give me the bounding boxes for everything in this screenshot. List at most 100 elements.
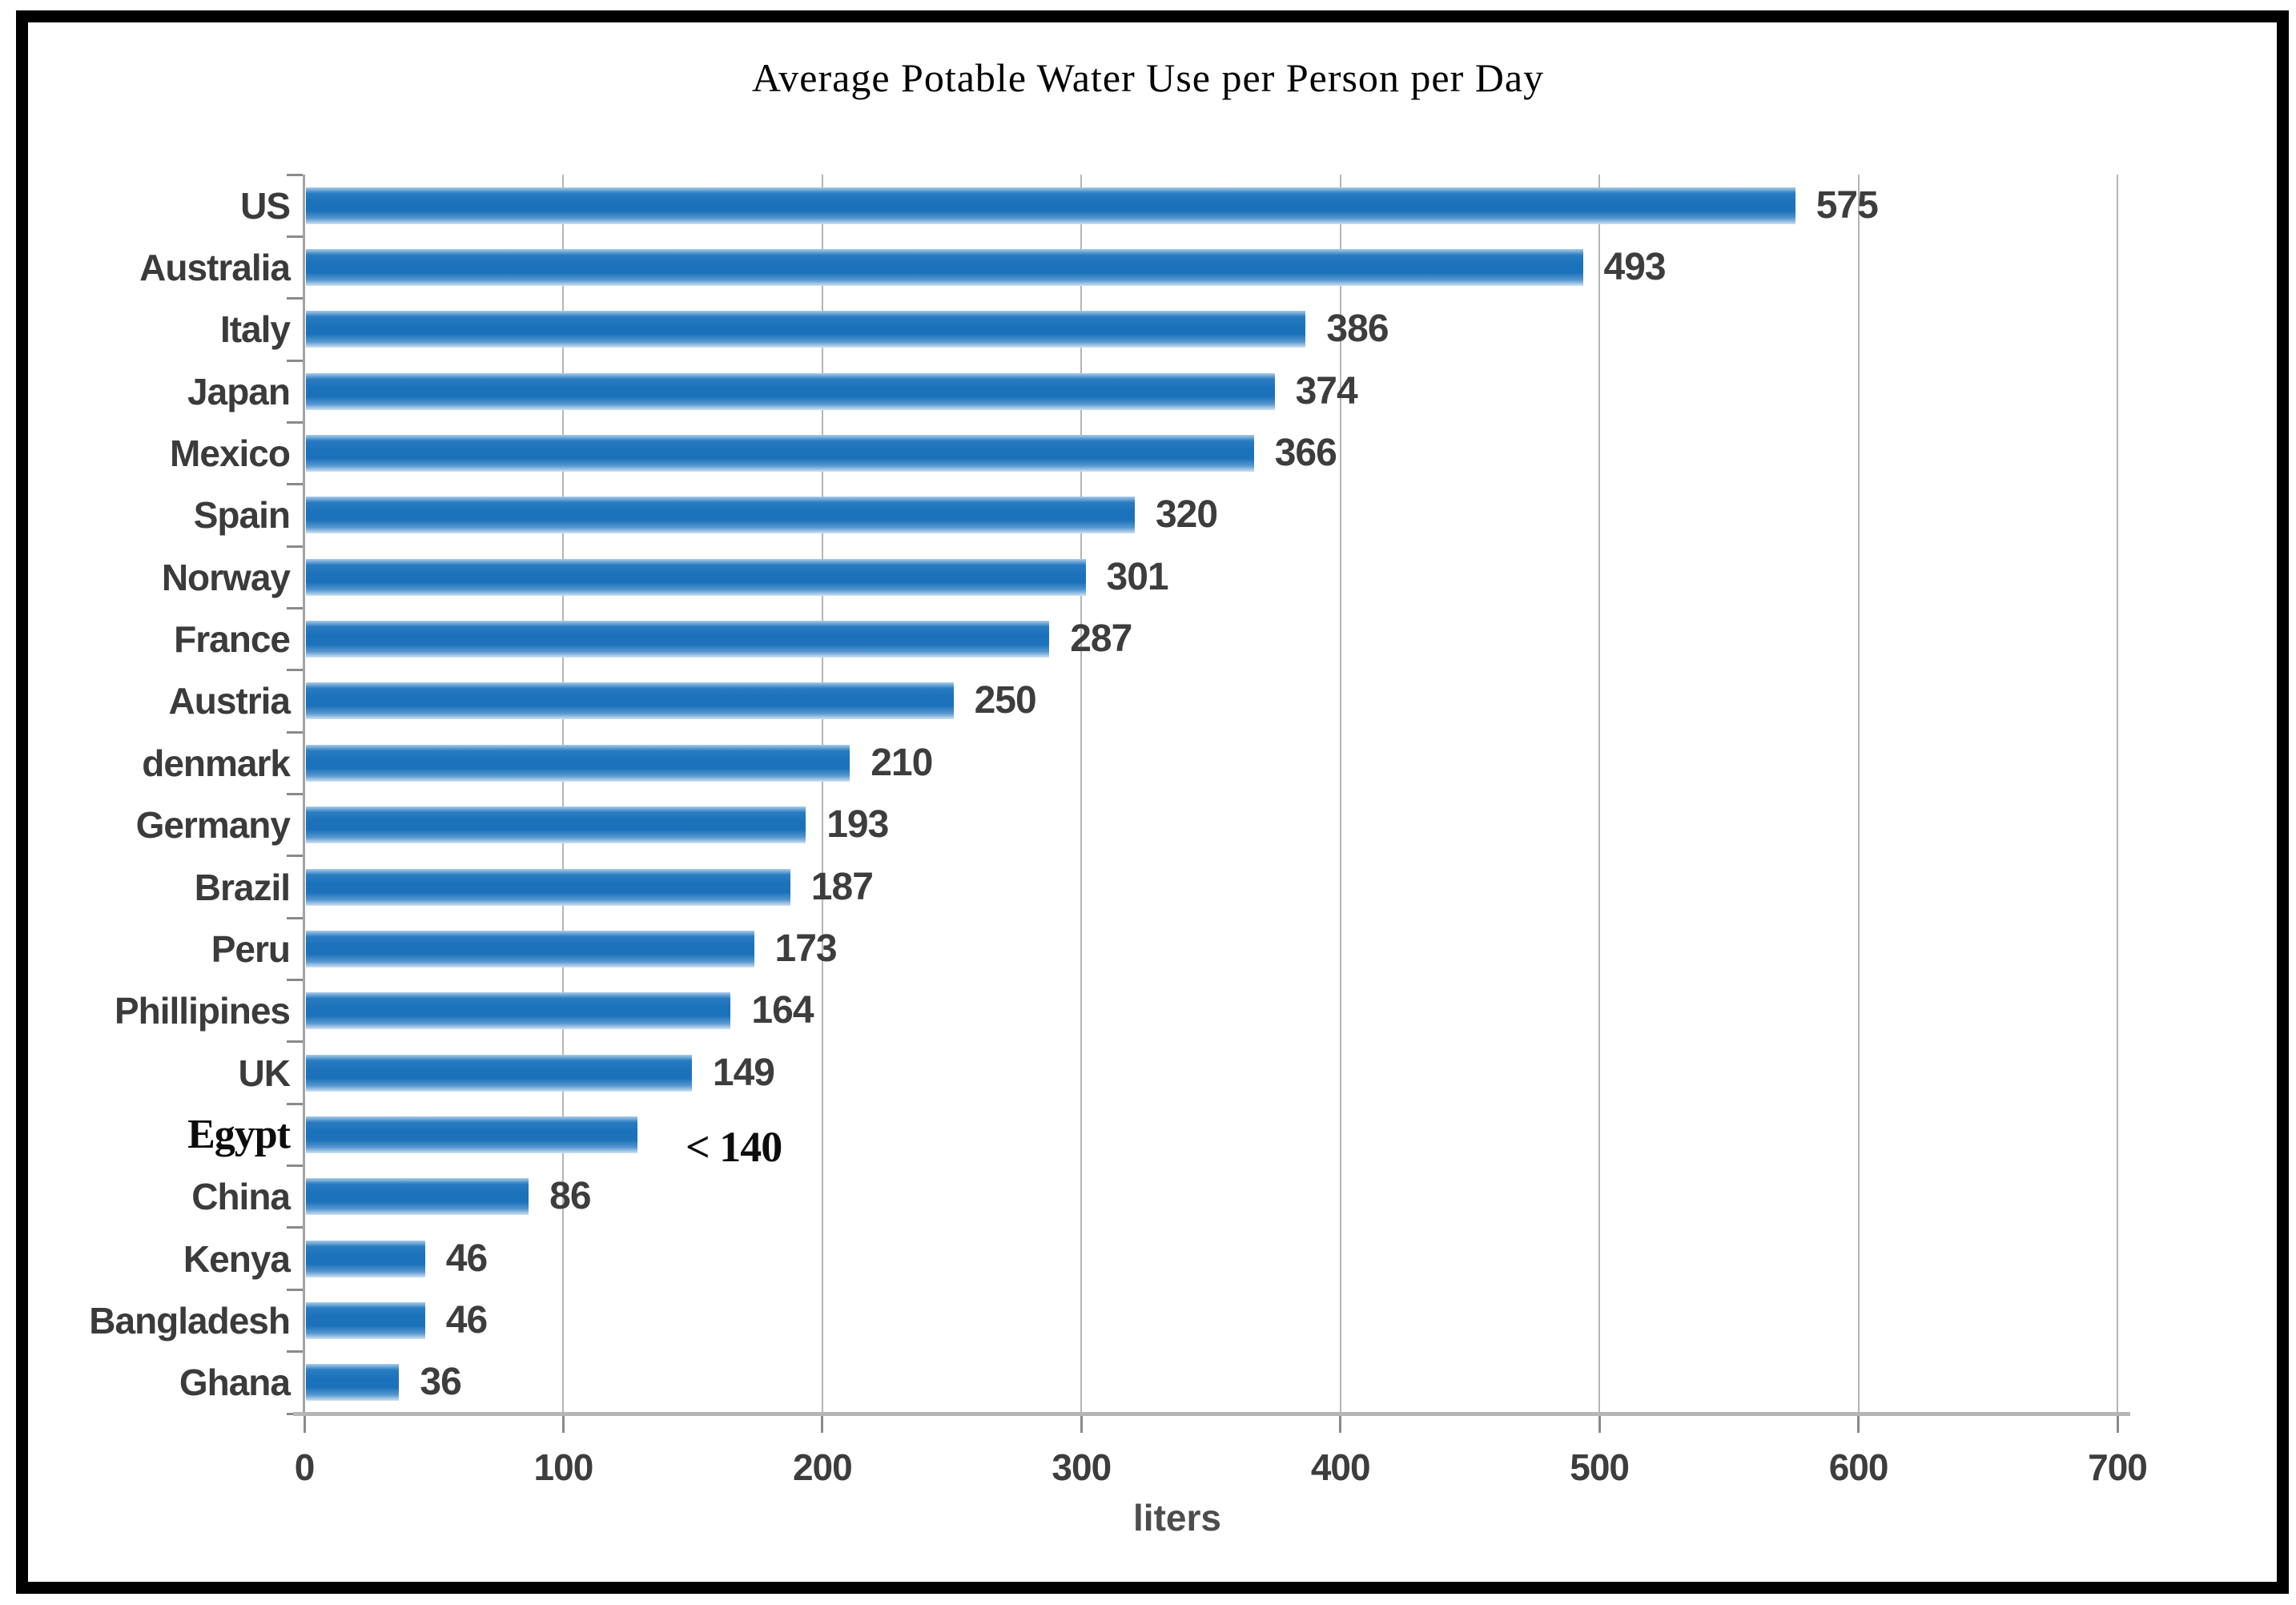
value-label: 366 (1274, 432, 1337, 475)
y-axis-tick (287, 359, 303, 362)
gridline (1080, 175, 1083, 1414)
x-tick-label: 100 (533, 1446, 594, 1488)
gridline (2117, 175, 2118, 1414)
bar (306, 372, 1275, 410)
category-label: Bangladesh (89, 1299, 291, 1342)
bar (306, 621, 1050, 658)
y-axis-tick (287, 173, 303, 176)
value-label: 193 (826, 803, 889, 847)
value-label: 493 (1603, 246, 1667, 289)
bar (306, 1364, 400, 1402)
y-axis-tick (287, 1288, 303, 1291)
category-label: China (191, 1176, 291, 1218)
value-label: 301 (1106, 555, 1169, 598)
bar (306, 868, 790, 906)
value-label: 46 (445, 1237, 488, 1280)
x-tick-label: 400 (1310, 1446, 1371, 1488)
y-axis-tick (287, 606, 303, 609)
bar (306, 311, 1306, 348)
x-tick-label: 300 (1051, 1446, 1112, 1488)
y-axis-tick (287, 545, 303, 548)
value-label: 36 (420, 1361, 461, 1404)
category-label: Egypt (187, 1111, 291, 1157)
gridline (821, 175, 823, 1414)
bar (306, 1240, 425, 1277)
value-label: 210 (871, 741, 933, 784)
category-label: Phillipines (114, 990, 291, 1032)
bar (306, 682, 954, 720)
x-axis-line (293, 1412, 2130, 1416)
value-label: 575 (1815, 183, 1879, 227)
value-label: 187 (810, 865, 874, 908)
category-label: Australia (139, 247, 291, 289)
bar (306, 187, 1795, 224)
bar (306, 558, 1086, 596)
category-label: US (240, 184, 291, 227)
y-axis-tick (287, 235, 303, 238)
bar (306, 435, 1254, 473)
category-label: Norway (161, 556, 291, 598)
x-axis-tick (821, 1414, 824, 1433)
value-label: 250 (974, 679, 1037, 722)
y-axis-tick (287, 916, 303, 919)
x-tick-label: 200 (792, 1446, 853, 1488)
category-label: Japan (187, 370, 291, 412)
value-label: 173 (774, 927, 838, 970)
bar (306, 497, 1135, 534)
y-axis-tick (287, 1350, 303, 1354)
y-axis-tick (287, 483, 303, 486)
category-label: Spain (193, 494, 291, 537)
category-label: Germany (135, 804, 291, 847)
y-axis-tick (287, 297, 303, 300)
category-label: denmark (142, 742, 291, 784)
value-label: 374 (1295, 369, 1358, 412)
category-label: Italy (219, 308, 291, 351)
gridline (562, 175, 565, 1414)
x-tick-label: 600 (1828, 1446, 1889, 1488)
value-label: 386 (1326, 308, 1389, 351)
category-label: France (174, 618, 291, 661)
gridline (1857, 175, 1860, 1414)
y-axis-line (303, 175, 305, 1414)
gridline (1339, 175, 1341, 1414)
y-axis-tick (287, 793, 303, 795)
x-axis-tick (1598, 1414, 1601, 1433)
y-axis-tick (287, 1226, 303, 1229)
value-label: < 140 (685, 1122, 782, 1171)
bar (306, 744, 850, 782)
bar (306, 807, 806, 844)
chart-frame-border (16, 10, 2289, 1594)
x-axis-tick (1857, 1414, 1860, 1433)
x-tick-label: 0 (294, 1446, 316, 1488)
bar (306, 992, 731, 1030)
chart-title: Average Potable Water Use per Person per… (751, 55, 1545, 100)
category-label: Kenya (183, 1237, 291, 1280)
x-axis-tick (303, 1414, 306, 1433)
y-axis-tick (287, 730, 303, 734)
y-axis-tick (287, 979, 303, 982)
bar (306, 249, 1583, 287)
category-label: UK (238, 1052, 291, 1094)
x-tick-label: 500 (1570, 1446, 1630, 1488)
category-label: Austria (168, 680, 291, 722)
x-axis-tick (1080, 1414, 1083, 1433)
x-axis-tick (1339, 1414, 1342, 1433)
x-axis-tick (2116, 1414, 2119, 1433)
category-label: Ghana (179, 1362, 291, 1404)
x-tick-label: 700 (2088, 1446, 2148, 1488)
value-label: 287 (1070, 617, 1132, 661)
x-axis-title: liters (1133, 1497, 1221, 1539)
bar (306, 930, 754, 967)
value-label: 164 (751, 989, 814, 1032)
y-axis-tick (287, 855, 303, 858)
category-label: Peru (211, 927, 291, 970)
category-label: Brazil (194, 866, 291, 908)
value-label: 86 (549, 1175, 591, 1218)
bar (306, 1178, 529, 1216)
bar (306, 1116, 637, 1153)
y-axis-tick (287, 669, 303, 672)
category-label: Mexico (170, 432, 291, 475)
gridline (1598, 175, 1601, 1414)
bar (306, 1301, 425, 1339)
